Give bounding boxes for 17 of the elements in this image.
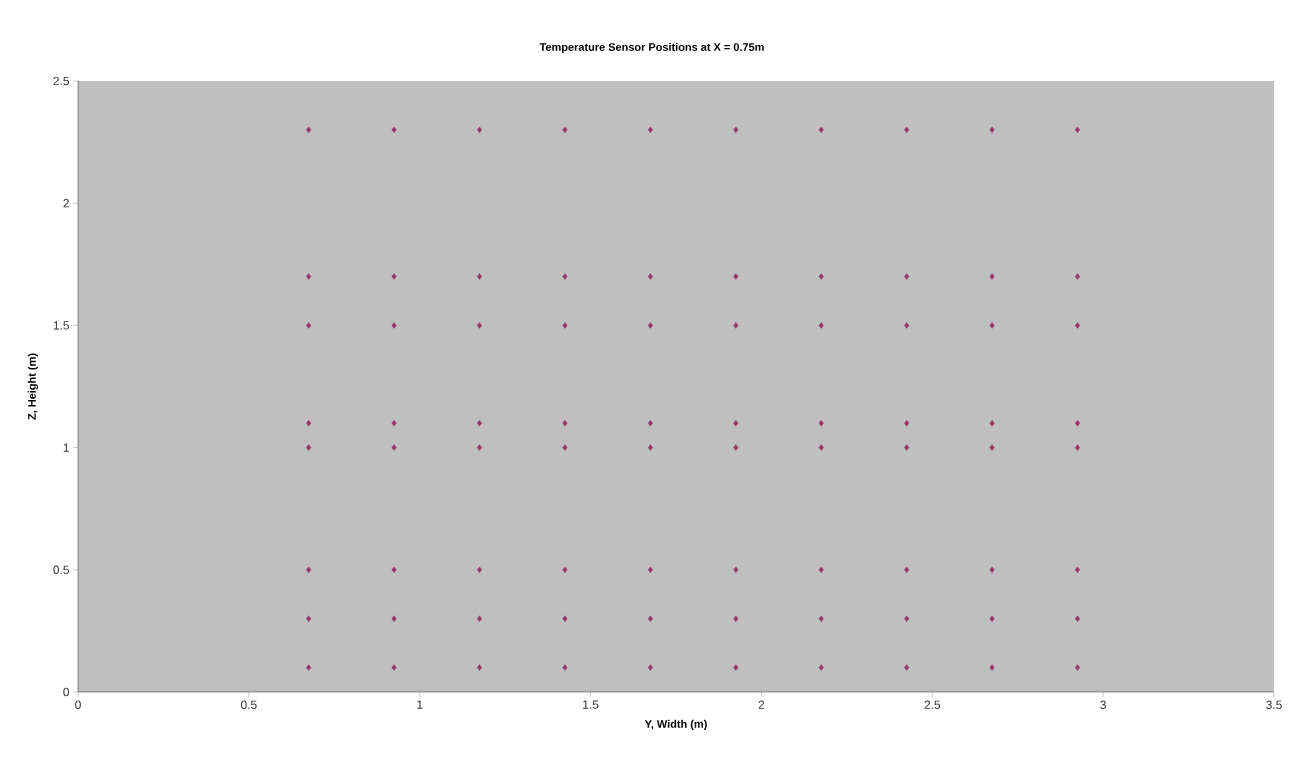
x-tick-label: 2.5 (924, 700, 941, 709)
x-tick-label: 3.5 (1266, 700, 1282, 709)
y-tick-label: 2.5 (53, 76, 69, 86)
x-tick-label: 3 (1100, 700, 1106, 709)
x-tick-label: 0 (75, 700, 81, 709)
y-tick-label: 0.5 (53, 565, 69, 575)
y-tick-label: 1.5 (53, 321, 69, 330)
y-tick-label: 2 (63, 199, 69, 208)
y-axis-title: Z, Height (m) (27, 353, 39, 420)
x-tick-label: 2 (758, 700, 765, 709)
x-tick-label: 0.5 (241, 700, 257, 709)
y-tick-label: 1 (63, 443, 69, 452)
x-tick-label: 1.5 (583, 700, 599, 709)
y-tick-label: 0 (63, 687, 70, 697)
chart-title: Temperature Sensor Positions at X = 0.75m (539, 42, 764, 54)
x-tick-label: 1 (417, 700, 423, 709)
x-axis-title: Y, Width (m) (644, 719, 707, 731)
